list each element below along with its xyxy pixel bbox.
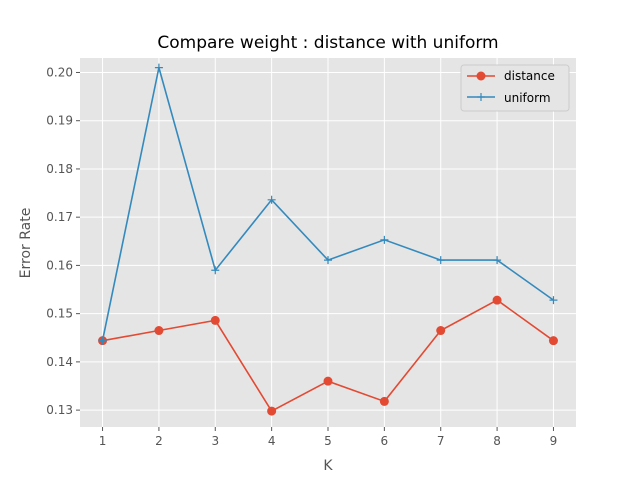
legend-label-distance: distance xyxy=(504,69,555,83)
x-tick-label: 2 xyxy=(155,434,163,448)
data-point-distance xyxy=(154,326,164,336)
data-point-uniform xyxy=(154,63,163,72)
y-axis-label: Error Rate xyxy=(18,208,34,279)
chart-title: Compare weight : distance with uniform xyxy=(157,33,498,53)
grid xyxy=(80,58,576,427)
x-tick-label: 9 xyxy=(550,434,558,448)
data-point-uniform xyxy=(380,235,389,244)
legend: distance uniform xyxy=(460,64,570,112)
data-point-distance xyxy=(548,336,558,346)
data-point-uniform xyxy=(436,256,445,265)
x-tick-label: 5 xyxy=(324,434,332,448)
x-tick-label: 1 xyxy=(99,434,107,448)
data-point-distance xyxy=(492,295,502,305)
series-layer xyxy=(98,63,558,416)
legend-label-uniform: uniform xyxy=(504,91,551,105)
x-tick-label: 4 xyxy=(268,434,276,448)
data-point-distance xyxy=(267,406,277,416)
x-tick-label: 3 xyxy=(211,434,219,448)
y-tick-label: 0.17 xyxy=(46,210,73,224)
y-tick-label: 0.19 xyxy=(46,114,73,128)
legend-marker-distance xyxy=(476,71,486,81)
data-point-uniform xyxy=(549,296,558,305)
ticks: 1 2 3 4 5 6 7 8 9 0.13 0.14 0.15 0.16 0.17 0.18 0.19 0.2… xyxy=(46,65,557,448)
legend-marker-uniform xyxy=(477,93,485,101)
x-axis-label: K xyxy=(323,458,333,474)
data-point-uniform xyxy=(267,195,276,204)
data-point-distance xyxy=(210,315,220,325)
x-tick-label: 6 xyxy=(381,434,389,448)
data-point-uniform xyxy=(324,256,332,265)
data-point-distance xyxy=(436,326,446,336)
y-tick-label: 0.16 xyxy=(46,258,73,272)
x-tick-label: 7 xyxy=(437,434,445,448)
x-tick-label: 8 xyxy=(493,434,501,448)
y-tick-label: 0.15 xyxy=(46,307,73,321)
y-tick-label: 0.20 xyxy=(46,65,73,79)
y-tick-label: 0.18 xyxy=(46,162,73,176)
y-tick-label: 0.14 xyxy=(46,355,73,369)
data-point-uniform xyxy=(98,336,107,345)
data-point-uniform xyxy=(493,256,502,265)
data-point-distance xyxy=(379,396,389,406)
y-tick-label: 0.13 xyxy=(46,403,73,417)
data-point-distance xyxy=(323,376,333,386)
data-point-uniform xyxy=(211,266,220,275)
